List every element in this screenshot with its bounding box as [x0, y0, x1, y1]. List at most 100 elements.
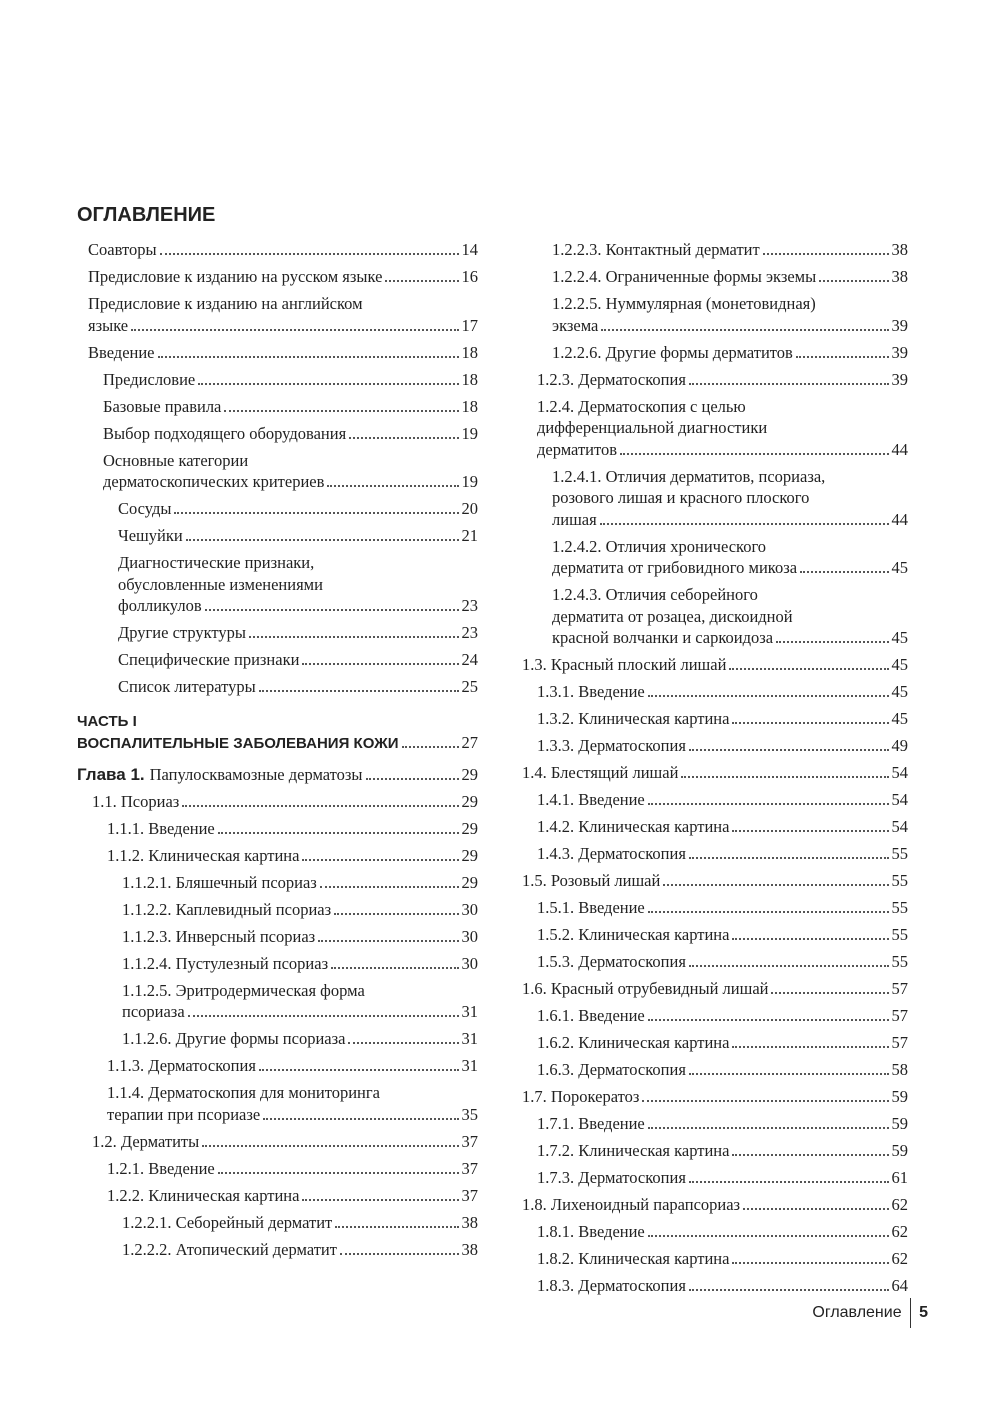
toc-line: 1.3.1. Введение 45: [537, 681, 908, 703]
toc-line: 1.8.1. Введение 62: [537, 1221, 908, 1243]
entry-text: 1.7.3. Дерматоскопия: [537, 1168, 686, 1187]
toc-entry: 1.5.3. Дерматоскопия 55: [507, 951, 908, 973]
entry-text: 1.4.2. Клиническая картина: [537, 817, 730, 836]
entry-text: розового лишая и красного плоского: [552, 488, 810, 507]
toc-entry: 1.7.3. Дерматоскопия 61: [507, 1167, 908, 1189]
toc-line: Специфические признаки 24: [118, 649, 478, 671]
toc-entry: 1.2.4.2. Отличия хронического дерматита о…: [507, 536, 908, 579]
leader: [743, 1208, 889, 1210]
toc-entry: Выбор подходящего оборудования 19: [77, 423, 478, 445]
toc-entry: 1.6. Красный отрубевидный лишай 57: [507, 978, 908, 1000]
page-ref: 30: [461, 926, 479, 946]
toc-line: розового лишая и красного плоского: [552, 487, 908, 509]
toc-entry: 1.3.2. Клиническая картина 45: [507, 708, 908, 730]
toc-line: дерматита от розацеа, дискоидной: [552, 606, 908, 628]
leader: [302, 858, 459, 861]
toc-entry: 1.1.2.1. Бляшечный псориаз 29: [77, 872, 478, 894]
toc-entry: 1.6.1. Введение 57: [507, 1005, 908, 1027]
entry-text: 1.1. Псориаз: [92, 791, 180, 811]
toc-line: 1.7.3. Дерматоскопия 61: [537, 1167, 908, 1189]
page-ref: 29: [461, 845, 479, 865]
leader: [339, 1252, 459, 1255]
leader: [263, 1117, 459, 1120]
page-ref: 45: [891, 628, 909, 647]
toc-line: терапии при псориазе 35: [107, 1104, 478, 1126]
toc-line: 1.2.4.2. Отличия хронического: [552, 536, 908, 558]
page-ref: 30: [461, 899, 479, 919]
leader: [647, 1019, 889, 1021]
entry-text: 1.5. Розовый лишай: [522, 871, 661, 890]
entry-text: 1.2.3. Дерматоскопия: [537, 369, 686, 389]
page-ref: 38: [891, 267, 909, 286]
entry-text: 1.4. Блестящий лишай: [522, 763, 679, 782]
toc-entry: 1.1. Псориаз 29: [77, 791, 478, 813]
toc-line: 1.1.3. Дерматоскопия 31: [107, 1055, 478, 1077]
toc-entry: 1.1.2. Клиническая картина 29: [77, 845, 478, 867]
toc-entry: 1.3. Красный плоский лишай 45: [507, 654, 908, 676]
entry-text: экзема: [552, 315, 599, 335]
page-ref: 55: [891, 844, 909, 863]
entry-text: 1.6.3. Дерматоскопия: [537, 1060, 686, 1079]
page-ref: 54: [891, 763, 909, 782]
page-ref: 30: [461, 953, 479, 973]
toc-entry: 1.1.4. Дерматоскопия для мониторинга тера…: [77, 1082, 478, 1125]
entry-text: дерматита от грибовидного микоза: [552, 558, 798, 577]
entry-text: Другие структуры: [118, 623, 246, 642]
toc-line: 1.2.1. Введение 37: [107, 1158, 478, 1180]
toc-entry: 1.5.1. Введение 55: [507, 897, 908, 919]
toc-line: 1.8.3. Дерматоскопия 64: [537, 1275, 908, 1297]
toc-line: 1.7.1. Введение 59: [537, 1113, 908, 1135]
toc-entry: 1.2.2.4. Ограниченные формы экземы 38: [507, 266, 908, 288]
toc-line: 1.8.2. Клиническая картина 62: [537, 1248, 908, 1270]
toc-line: 1.2.2.5. Нуммулярная (монетовидная): [552, 293, 908, 315]
page-ref: 27: [461, 732, 479, 752]
entry-text: 1.3.3. Дерматоскопия: [537, 736, 686, 755]
toc-line: 1.1.2.5. Эритродермическая форма: [122, 980, 478, 1002]
leader: [729, 668, 889, 670]
page-ref: 45: [891, 709, 909, 728]
toc-line: 1.2.2.6. Другие формы дерматитов 39: [552, 342, 908, 364]
entry-text: 1.2.2.5. Нуммулярная (монетовидная): [552, 294, 816, 313]
entry-text: 1.8.3. Дерматоскопия: [537, 1276, 686, 1295]
toc-entry: Другие структуры 23: [77, 622, 478, 644]
leader: [248, 636, 459, 638]
toc-entry: 1.4.3. Дерматоскопия 55: [507, 843, 908, 865]
entry-text: языке: [88, 315, 129, 335]
toc-line: 1.3.2. Клиническая картина 45: [537, 708, 908, 730]
toc-entry: 1.8.1. Введение 62: [507, 1221, 908, 1243]
entry-text: 1.1.3. Дерматоскопия: [107, 1056, 256, 1075]
toc-entry: ЧАСТЬ I ВОСПАЛИТЕЛЬНЫЕ ЗАБОЛЕВАНИЯ КОЖИ 27: [77, 711, 478, 754]
toc-entry: 1.2.4. Дерматоскопия с целью дифференциал…: [507, 396, 908, 461]
page-ref: 16: [461, 267, 479, 286]
toc-line: 1.7.2. Клиническая картина 59: [537, 1140, 908, 1162]
toc-entry: 1.8. Лихеноидный парапсориаз 62: [507, 1194, 908, 1216]
page-ref: 62: [891, 1195, 909, 1214]
leader: [620, 452, 889, 455]
entry-text: 1.1.2.6. Другие формы псориаза: [122, 1029, 346, 1048]
toc-line: Базовые правила 18: [103, 396, 478, 418]
toc-entry: 1.6.3. Дерматоскопия 58: [507, 1059, 908, 1081]
leader: [174, 512, 459, 514]
page-ref: 55: [891, 871, 909, 890]
leader: [204, 609, 459, 611]
leader: [688, 382, 889, 385]
leader: [688, 1181, 889, 1183]
toc-entry: 1.2.2.5. Нуммулярная (монетовидная) экзем…: [507, 293, 908, 336]
toc-line: 1.2.3. Дерматоскопия 39: [537, 369, 908, 391]
page-ref: 38: [891, 240, 909, 259]
toc-entry: Сосуды 20: [77, 498, 478, 520]
toc-entry: Предисловие к изданию на русском языке 16: [77, 266, 478, 288]
page-ref: 49: [891, 736, 909, 755]
leader: [348, 1042, 459, 1044]
leader: [732, 1262, 889, 1264]
entry-text: псориаза: [122, 1002, 185, 1021]
leader: [647, 1127, 889, 1129]
leader: [776, 641, 889, 643]
toc-title: ОГЛАВЛЕНИЕ: [77, 204, 216, 226]
toc-line: Глава 1. Папулосквамозные дерматозы 29: [77, 764, 478, 786]
leader: [663, 884, 889, 886]
leader: [385, 280, 459, 282]
leader: [819, 280, 889, 282]
toc-line: дифференциальной диагностики: [537, 417, 908, 439]
toc-entry: 1.2.2.3. Контактный дерматит 38: [507, 239, 908, 261]
